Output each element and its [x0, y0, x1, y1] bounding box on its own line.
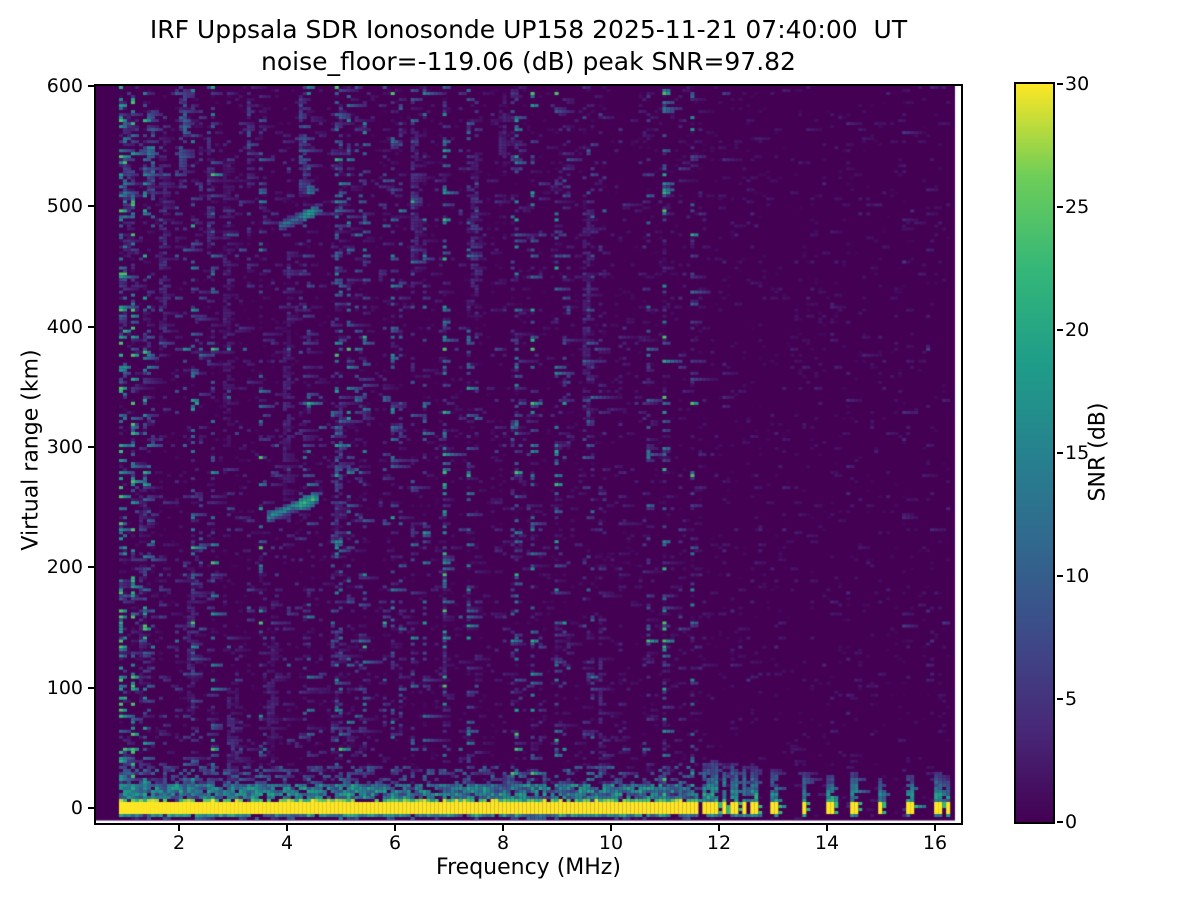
y-tick: [88, 325, 94, 328]
chart-title: IRF Uppsala SDR Ionosonde UP158 2025-11-…: [149, 15, 908, 44]
colorbar-gradient: [1016, 84, 1053, 822]
colorbar-tick-label: 5: [1065, 688, 1078, 710]
y-tick-label: 200: [46, 556, 83, 579]
x-tick-label: 14: [814, 832, 840, 854]
x-tick-label: 2: [172, 832, 186, 854]
chart-subtitle: noise_floor=-119.06 (dB) peak SNR=97.82: [261, 47, 796, 76]
y-tick: [88, 446, 94, 448]
colorbar-tick: [1057, 83, 1063, 85]
x-tick: [826, 825, 828, 831]
colorbar-tick: [1057, 452, 1063, 454]
x-tick-label: 16: [922, 832, 948, 854]
y-tick-label: 300: [46, 436, 83, 458]
colorbar-frame: [1014, 82, 1055, 824]
y-tick-label: 100: [46, 676, 83, 699]
x-tick-label: 6: [388, 832, 402, 854]
heatmap-canvas: [96, 86, 961, 823]
y-tick-label: 500: [46, 195, 83, 218]
x-tick-label: 12: [706, 832, 732, 854]
x-tick: [286, 825, 288, 831]
colorbar-tick-label: 30: [1065, 73, 1090, 95]
x-tick-label: 8: [496, 832, 510, 854]
x-tick: [610, 825, 612, 831]
y-tick-label: 600: [46, 75, 83, 97]
x-tick-label: 4: [280, 832, 294, 854]
y-tick: [88, 807, 94, 809]
x-tick: [178, 825, 180, 831]
x-tick: [502, 825, 504, 831]
colorbar-tick-label: 0: [1065, 811, 1078, 833]
colorbar-tick-label: 15: [1065, 442, 1090, 464]
x-tick: [718, 825, 720, 831]
y-tick-label: 400: [46, 315, 83, 338]
heatmap-plot-frame: [94, 84, 963, 825]
colorbar-label: SNR (dB): [1085, 402, 1111, 502]
y-tick: [88, 85, 94, 87]
x-axis-label: Frequency (MHz): [436, 855, 621, 880]
colorbar-tick: [1057, 206, 1063, 208]
y-tick-label: 0: [70, 797, 83, 819]
colorbar-tick: [1057, 329, 1063, 331]
y-tick: [88, 686, 94, 689]
y-tick: [88, 205, 94, 208]
colorbar-tick-label: 10: [1065, 565, 1090, 587]
x-tick: [934, 825, 936, 831]
y-tick: [88, 566, 94, 569]
x-tick-label: 10: [598, 832, 624, 854]
x-tick: [394, 825, 396, 831]
colorbar-tick: [1057, 821, 1063, 823]
colorbar-tick: [1057, 698, 1063, 700]
colorbar-tick: [1057, 575, 1063, 577]
colorbar-tick-label: 20: [1065, 319, 1090, 341]
colorbar-tick-label: 25: [1065, 196, 1090, 218]
